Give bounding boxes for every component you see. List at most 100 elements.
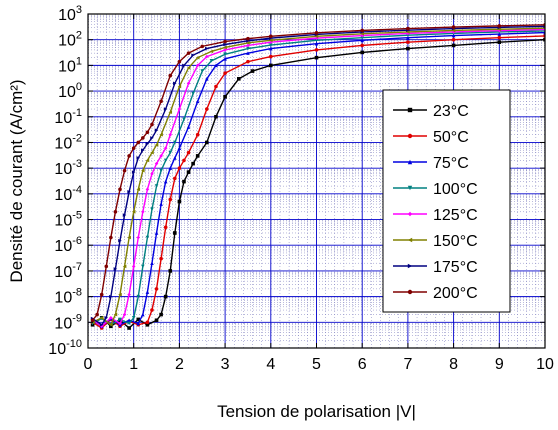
data-point xyxy=(145,320,150,325)
data-point xyxy=(136,187,141,192)
data-point xyxy=(109,315,113,320)
data-point xyxy=(182,117,186,122)
data-point xyxy=(360,38,364,43)
data-point xyxy=(113,210,118,214)
data-point xyxy=(209,49,214,54)
data-point xyxy=(150,122,154,127)
data-point xyxy=(159,132,163,137)
data-point xyxy=(159,168,163,173)
data-point xyxy=(159,99,163,104)
data-point xyxy=(406,46,410,51)
series-line xyxy=(92,27,545,326)
data-point xyxy=(407,237,413,243)
data-point xyxy=(195,154,200,158)
data-point xyxy=(223,48,227,52)
x-tick-label: 6 xyxy=(358,356,367,373)
series-175°C xyxy=(90,24,545,327)
data-point xyxy=(177,199,182,204)
data-point xyxy=(407,211,413,217)
legend-label: 200°C xyxy=(433,285,478,302)
legend-label: 100°C xyxy=(433,181,478,198)
legend-label: 150°C xyxy=(433,233,478,250)
data-point xyxy=(269,34,273,39)
data-point xyxy=(246,36,250,41)
data-point xyxy=(173,176,177,181)
data-point xyxy=(497,35,502,40)
data-point xyxy=(191,161,195,166)
data-point xyxy=(186,125,191,129)
data-point xyxy=(154,143,159,147)
data-point xyxy=(269,43,273,47)
legend-label: 50°C xyxy=(433,129,469,146)
x-tick-label: 10 xyxy=(536,356,554,373)
data-point xyxy=(127,235,131,240)
data-point xyxy=(168,150,173,155)
series-line xyxy=(92,30,545,326)
data-point xyxy=(269,46,273,51)
data-point xyxy=(497,40,502,44)
data-point xyxy=(163,158,168,163)
data-point xyxy=(451,43,456,48)
data-point xyxy=(195,132,200,137)
data-point xyxy=(186,81,191,86)
data-point xyxy=(269,40,273,44)
data-point xyxy=(406,40,410,44)
data-point xyxy=(109,322,113,327)
data-point xyxy=(168,269,173,273)
data-point xyxy=(237,77,241,81)
data-point xyxy=(214,63,218,68)
data-point xyxy=(205,140,209,145)
data-point xyxy=(122,168,127,173)
data-point xyxy=(200,44,205,49)
data-point xyxy=(360,31,364,36)
data-point xyxy=(168,110,173,115)
data-point xyxy=(127,154,131,158)
data-point xyxy=(314,34,319,39)
series-line xyxy=(92,28,545,328)
data-point xyxy=(136,140,141,145)
data-point xyxy=(154,287,159,291)
data-point xyxy=(406,35,410,40)
data-point xyxy=(451,28,456,33)
data-point xyxy=(154,184,159,188)
y-tick-label: 101 xyxy=(58,55,82,75)
data-point xyxy=(205,54,209,59)
data-point xyxy=(136,321,141,326)
data-point xyxy=(122,264,127,269)
data-point xyxy=(127,292,131,297)
data-point xyxy=(159,312,163,317)
data-point xyxy=(131,210,136,214)
data-point xyxy=(182,179,186,184)
data-point xyxy=(118,317,122,322)
data-point xyxy=(150,136,154,140)
y-tick-label: 10-3 xyxy=(54,158,82,178)
data-point xyxy=(451,33,456,38)
data-point xyxy=(127,326,131,330)
y-tick-label: 100 xyxy=(58,81,82,101)
data-point xyxy=(205,77,209,81)
y-tick-label: 103 xyxy=(58,4,82,24)
data-point xyxy=(163,294,168,299)
data-point xyxy=(246,43,250,48)
axis-ticks xyxy=(87,13,546,349)
data-point xyxy=(407,185,413,191)
legend: 23°C 50°C 75°C 100°C 125°C 150°C 175°C 200°C xyxy=(382,89,511,313)
data-point xyxy=(141,210,145,214)
x-tick-label: 3 xyxy=(221,356,230,373)
data-point xyxy=(136,156,141,160)
y-tick-label: 10-10 xyxy=(48,338,82,358)
data-point xyxy=(145,187,150,192)
data-point xyxy=(191,91,195,96)
x-tick-label: 2 xyxy=(175,356,184,373)
data-point xyxy=(246,59,250,64)
data-point xyxy=(118,321,122,326)
data-point xyxy=(314,31,319,35)
y-tick-label: 10-1 xyxy=(54,107,82,127)
legend-label: 75°C xyxy=(433,155,469,172)
legend-label: 23°C xyxy=(433,103,469,120)
data-point xyxy=(173,156,177,160)
data-point xyxy=(154,231,159,235)
data-point xyxy=(223,71,227,75)
y-tick-label: 10-5 xyxy=(54,210,82,230)
data-point xyxy=(109,235,113,240)
